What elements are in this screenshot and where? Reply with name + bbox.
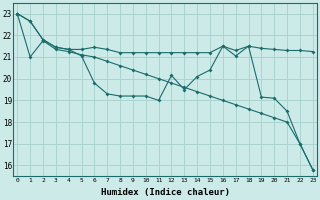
X-axis label: Humidex (Indice chaleur): Humidex (Indice chaleur) — [100, 188, 229, 197]
